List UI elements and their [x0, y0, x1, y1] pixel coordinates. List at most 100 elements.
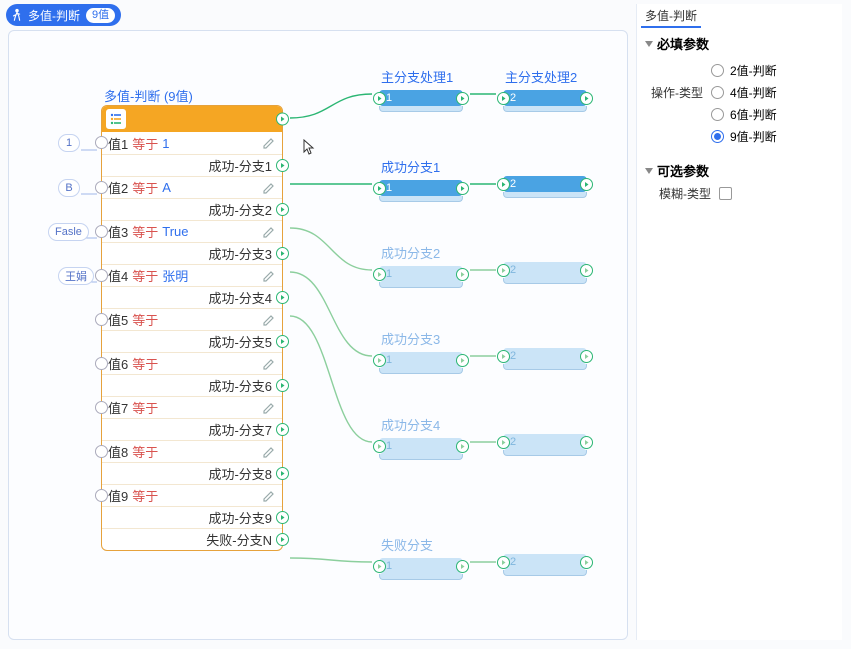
value-row[interactable]: B值2等于A — [102, 176, 282, 198]
radio-6值-判断[interactable] — [711, 108, 724, 121]
out-port[interactable] — [580, 436, 593, 449]
out-port[interactable] — [276, 159, 289, 172]
out-port[interactable] — [276, 291, 289, 304]
in-port[interactable] — [497, 350, 510, 363]
out-port[interactable] — [276, 423, 289, 436]
edit-icon[interactable] — [262, 181, 276, 195]
in-port[interactable] — [497, 436, 510, 449]
value-row[interactable]: 值9等于 — [102, 484, 282, 506]
radio-4值-判断[interactable] — [711, 86, 724, 99]
out-node[interactable]: .2 — [503, 535, 587, 576]
in-port[interactable] — [497, 92, 510, 105]
in-port[interactable] — [95, 313, 108, 326]
out-port[interactable] — [276, 533, 289, 546]
tab-properties[interactable]: 多值-判断 — [641, 5, 701, 28]
out-node[interactable]: 成功分支21 — [379, 243, 463, 288]
out-port[interactable] — [276, 379, 289, 392]
in-port[interactable] — [373, 92, 386, 105]
value-row[interactable]: 值8等于 — [102, 440, 282, 462]
out-port[interactable] — [580, 264, 593, 277]
section-required[interactable]: 必填参数 — [645, 34, 834, 53]
input-pill[interactable]: 1 — [58, 134, 80, 152]
edit-icon[interactable] — [262, 225, 276, 239]
out-port[interactable] — [456, 182, 469, 195]
out-port[interactable] — [456, 354, 469, 367]
section-optional[interactable]: 可选参数 — [645, 161, 834, 180]
in-port[interactable] — [373, 560, 386, 573]
out-port[interactable] — [456, 92, 469, 105]
in-port[interactable] — [497, 556, 510, 569]
branch-row[interactable]: 成功-分支7 — [102, 418, 282, 440]
in-port[interactable] — [95, 401, 108, 414]
in-port[interactable] — [497, 264, 510, 277]
out-port[interactable] — [580, 350, 593, 363]
in-port[interactable] — [95, 489, 108, 502]
out-node[interactable]: .2 — [503, 157, 587, 198]
in-port[interactable] — [497, 178, 510, 191]
branch-row[interactable]: 成功-分支3 — [102, 242, 282, 264]
branch-row[interactable]: 失败-分支N — [102, 528, 282, 550]
in-port[interactable] — [373, 182, 386, 195]
out-port[interactable] — [456, 440, 469, 453]
in-port[interactable] — [95, 181, 108, 194]
edit-icon[interactable] — [262, 445, 276, 459]
in-port[interactable] — [95, 357, 108, 370]
out-node[interactable]: .2 — [503, 415, 587, 456]
branch-row[interactable]: 成功-分支1 — [102, 154, 282, 176]
edit-icon[interactable] — [262, 136, 276, 150]
out-port[interactable] — [580, 178, 593, 191]
value-row[interactable]: Fasle值3等于True — [102, 220, 282, 242]
flow-canvas[interactable]: 多值-判断 (9值) 1值1等于1成功-分支1B值2等于A成功-分支2Fasle… — [8, 30, 628, 640]
value-row[interactable]: 值7等于 — [102, 396, 282, 418]
out-port[interactable] — [580, 92, 593, 105]
edit-icon[interactable] — [262, 401, 276, 415]
out-node[interactable]: 失败分支1 — [379, 535, 463, 580]
in-port[interactable] — [373, 440, 386, 453]
branch-row[interactable]: 成功-分支2 — [102, 198, 282, 220]
in-port[interactable] — [373, 354, 386, 367]
fuzzy-checkbox[interactable] — [719, 187, 732, 200]
radio-9值-判断[interactable] — [711, 130, 724, 143]
in-port[interactable] — [95, 445, 108, 458]
out-port[interactable] — [276, 467, 289, 480]
out-port[interactable] — [456, 560, 469, 573]
input-pill[interactable]: B — [58, 179, 80, 197]
out-node[interactable]: 主分支处理22 — [503, 67, 587, 112]
out-port[interactable] — [276, 203, 289, 216]
main-node-header[interactable] — [102, 106, 282, 132]
branch-row[interactable]: 成功-分支9 — [102, 506, 282, 528]
main-out-port[interactable] — [276, 113, 289, 126]
out-node[interactable]: .2 — [503, 329, 587, 370]
input-pill[interactable]: 王娟 — [58, 267, 94, 285]
input-pill[interactable]: Fasle — [48, 223, 89, 241]
out-port[interactable] — [276, 335, 289, 348]
main-node[interactable]: 多值-判断 (9值) 1值1等于1成功-分支1B值2等于A成功-分支2Fasle… — [101, 105, 283, 551]
value-row[interactable]: 1值1等于1 — [102, 132, 282, 154]
out-node[interactable]: .2 — [503, 243, 587, 284]
out-port[interactable] — [580, 556, 593, 569]
edit-icon[interactable] — [262, 313, 276, 327]
value-row[interactable]: 值6等于 — [102, 352, 282, 374]
in-port[interactable] — [95, 269, 108, 282]
edit-icon[interactable] — [262, 489, 276, 503]
edit-icon[interactable] — [262, 269, 276, 283]
out-node[interactable]: 成功分支41 — [379, 415, 463, 460]
value-row[interactable]: 值5等于 — [102, 308, 282, 330]
out-node[interactable]: 成功分支31 — [379, 329, 463, 374]
out-node-title: 成功分支1 — [379, 157, 463, 176]
branch-row[interactable]: 成功-分支4 — [102, 286, 282, 308]
branch-row[interactable]: 成功-分支6 — [102, 374, 282, 396]
out-node[interactable]: 主分支处理11 — [379, 67, 463, 112]
out-port[interactable] — [276, 511, 289, 524]
in-port[interactable] — [95, 136, 108, 149]
in-port[interactable] — [95, 225, 108, 238]
radio-2值-判断[interactable] — [711, 64, 724, 77]
out-port[interactable] — [456, 268, 469, 281]
edit-icon[interactable] — [262, 357, 276, 371]
branch-row[interactable]: 成功-分支8 — [102, 462, 282, 484]
out-port[interactable] — [276, 247, 289, 260]
out-node[interactable]: 成功分支11 — [379, 157, 463, 202]
branch-row[interactable]: 成功-分支5 — [102, 330, 282, 352]
value-row[interactable]: 王娟值4等于张明 — [102, 264, 282, 286]
in-port[interactable] — [373, 268, 386, 281]
